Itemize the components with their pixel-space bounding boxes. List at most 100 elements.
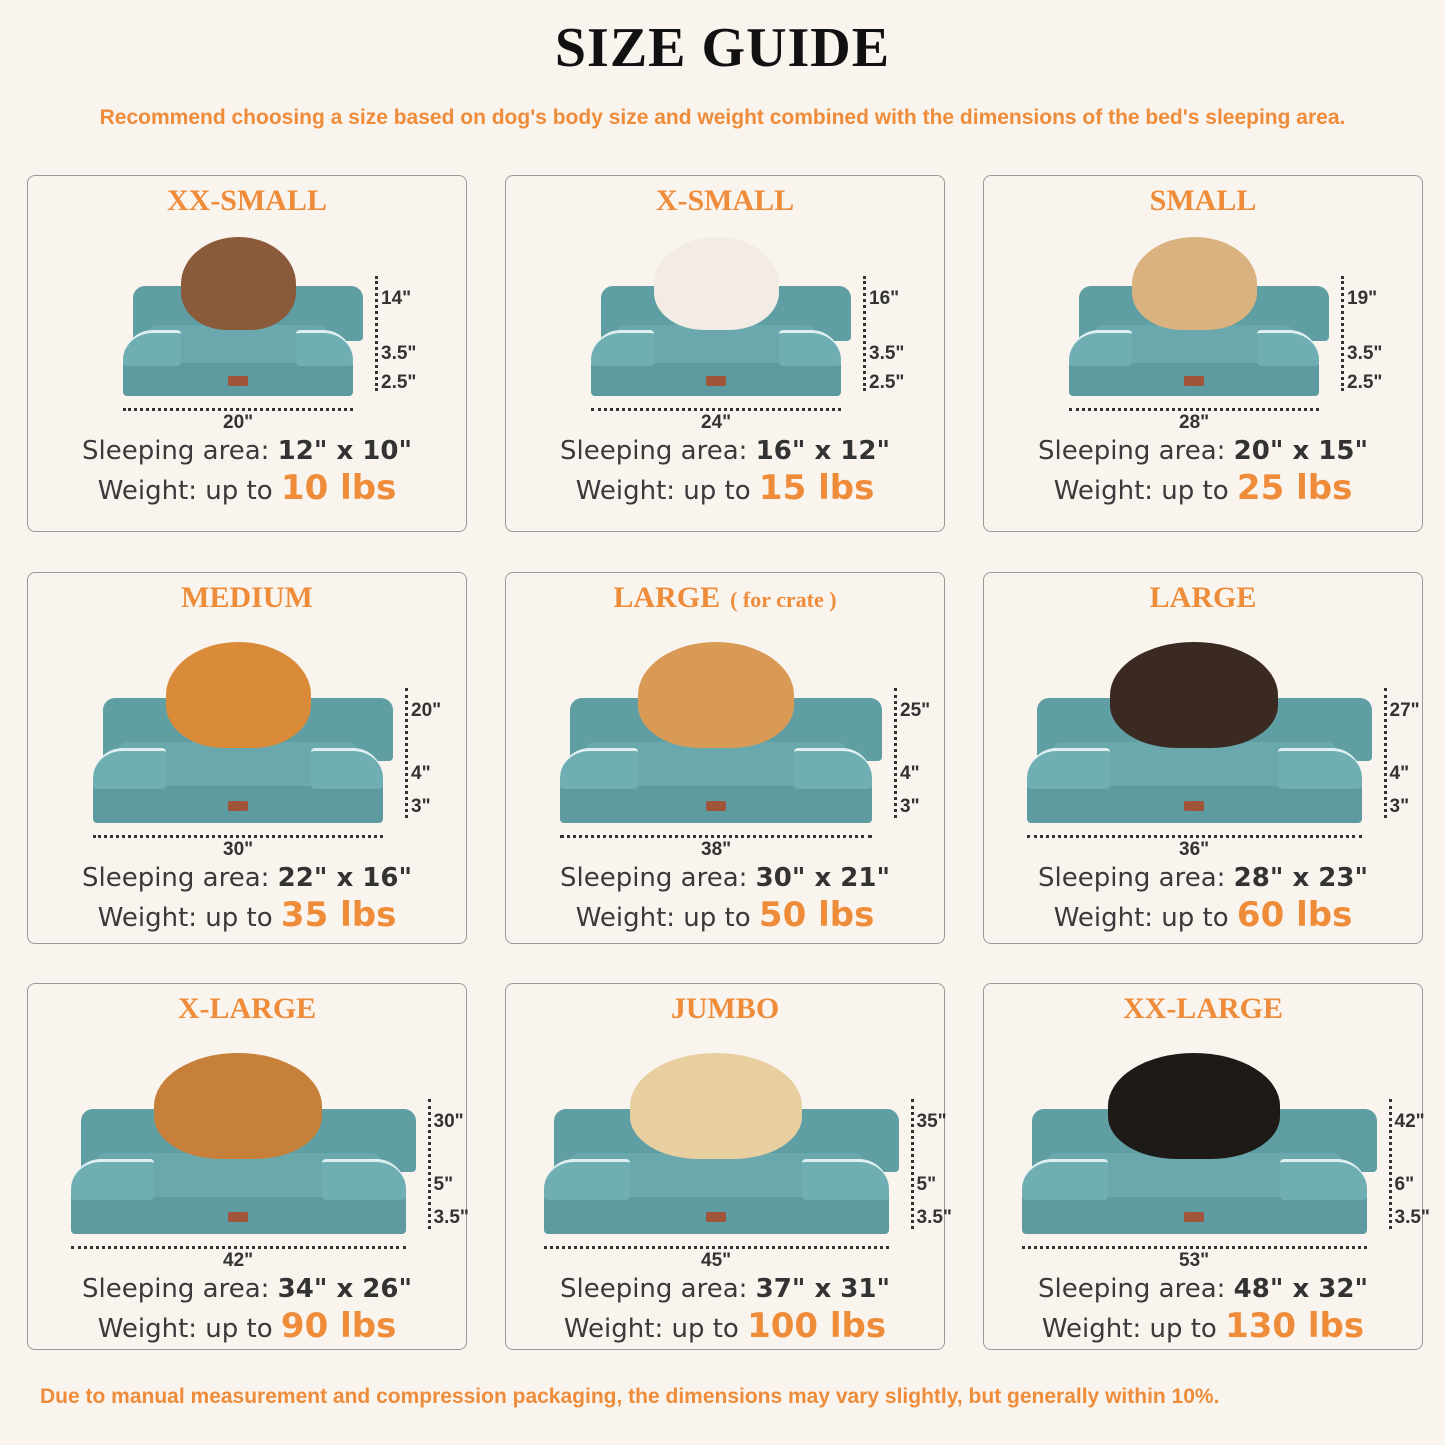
base-height: 3" <box>411 795 431 817</box>
sleeping-area: Sleeping area: 20" x 15" <box>1037 436 1369 466</box>
height-dimension-line <box>1341 276 1344 391</box>
depth-dimension: 42" <box>1394 1111 1425 1132</box>
sleeping-area: Sleeping area: 28" x 23" <box>1037 863 1369 893</box>
depth-dimension: 30" <box>433 1111 464 1132</box>
bolster-height: 4" <box>1389 763 1410 784</box>
size-name: X-SMALL <box>655 184 795 217</box>
size-card: JUMBO 45" 35" 5" 3.5" Sleeping area: 37"… <box>505 983 952 1350</box>
base-height: 2.5" <box>869 371 905 393</box>
pet-image <box>180 236 296 330</box>
size-title: LARGE <box>984 581 1422 615</box>
base-height: 2.5" <box>1347 371 1383 393</box>
size-name: SMALL <box>1149 184 1257 217</box>
length-dimension: 24" <box>701 412 732 433</box>
size-name: LARGE <box>1149 581 1257 614</box>
height-dimension-line <box>427 1099 431 1229</box>
length-dimension: 45" <box>701 1250 732 1271</box>
base-height: 3" <box>1389 795 1410 817</box>
length-dimension: 38" <box>701 839 732 860</box>
size-card: LARGE 36" 27" 4" 3" Sleeping area: 28" x… <box>983 572 1423 944</box>
length-dimension-line <box>560 835 872 838</box>
sleeping-area: Sleeping area: 48" x 32" <box>1037 1274 1369 1304</box>
length-dimension-line <box>591 408 841 411</box>
base-height: 3" <box>900 795 920 817</box>
depth-dimension: 27" <box>1389 700 1420 721</box>
base-height: 3.5" <box>916 1206 952 1228</box>
pet-image <box>653 236 779 330</box>
sleeping-area: Sleeping area: 22" x 16" <box>81 863 413 893</box>
sleeping-area: Sleeping area: 34" x 26" <box>81 1274 413 1304</box>
height-dimension-line <box>405 688 408 818</box>
size-title: LARGE ( for crate ) <box>506 581 944 615</box>
bolster-height: 3.5" <box>381 343 417 365</box>
page-title: SIZE GUIDE <box>554 17 891 79</box>
height-dimension-line <box>910 1099 914 1229</box>
length-dimension: 30" <box>223 839 254 860</box>
length-dimension: 42" <box>223 1250 254 1271</box>
size-name: XX-SMALL <box>166 184 327 217</box>
length-dimension-line <box>1021 1246 1367 1249</box>
length-dimension-line <box>123 408 353 411</box>
bolster-height: 4" <box>411 763 431 784</box>
size-name: X-LARGE <box>177 992 317 1025</box>
weight-limit: Weight: up to 90 lbs <box>97 1306 397 1346</box>
depth-dimension: 20" <box>411 700 442 721</box>
size-title: JUMBO <box>506 992 944 1026</box>
length-dimension-line <box>93 835 383 838</box>
weight-limit: Weight: up to 130 lbs <box>1041 1306 1365 1346</box>
base-height: 3.5" <box>1394 1206 1430 1228</box>
length-dimension: 20" <box>223 412 254 433</box>
size-title: XX-LARGE <box>984 992 1422 1026</box>
size-note: ( for crate ) <box>730 587 837 612</box>
bolster-height: 4" <box>900 763 920 784</box>
size-card: XX-LARGE 53" 42" 6" 3.5" Sleeping area: … <box>983 983 1430 1350</box>
length-dimension-line <box>70 1246 406 1249</box>
page-subtitle: Recommend choosing a size based on dog's… <box>99 106 1346 129</box>
length-dimension-line <box>1026 835 1362 838</box>
base-height: 2.5" <box>381 371 417 393</box>
weight-limit: Weight: up to 25 lbs <box>1053 468 1353 508</box>
size-name: LARGE <box>613 581 721 614</box>
sleeping-area: Sleeping area: 16" x 12" <box>559 436 891 466</box>
weight-limit: Weight: up to 10 lbs <box>97 468 397 508</box>
height-dimension-line <box>863 276 866 391</box>
weight-limit: Weight: up to 60 lbs <box>1053 895 1353 935</box>
bolster-height: 5" <box>433 1174 454 1195</box>
bolster-height: 5" <box>916 1174 937 1195</box>
size-card: LARGE ( for crate ) 38" 25" 4" 3" Sleepin… <box>505 572 945 944</box>
depth-dimension: 19" <box>1347 288 1378 309</box>
depth-dimension: 14" <box>381 288 412 309</box>
length-dimension: 36" <box>1179 839 1210 860</box>
length-dimension: 28" <box>1179 412 1210 433</box>
depth-dimension: 16" <box>869 288 900 309</box>
height-dimension-line <box>375 276 378 391</box>
size-card: X-LARGE 42" 30" 5" 3.5" Sleeping area: 3… <box>27 983 469 1350</box>
size-card: XX-SMALL 20" 14" 3.5" 2.5" Sleeping area… <box>27 175 467 532</box>
length-dimension-line <box>543 1246 889 1249</box>
size-title: XX-SMALL <box>28 184 466 218</box>
length-dimension: 53" <box>1179 1250 1210 1271</box>
pet-image <box>1107 1052 1281 1159</box>
bolster-height: 3.5" <box>1347 343 1383 365</box>
weight-limit: Weight: up to 100 lbs <box>563 1306 887 1346</box>
size-name: MEDIUM <box>181 581 313 614</box>
bolster-height: 3.5" <box>869 343 905 365</box>
size-card: X-SMALL 24" 16" 3.5" 2.5" Sleeping area:… <box>505 175 945 532</box>
size-name: JUMBO <box>670 992 780 1025</box>
length-dimension-line <box>1069 408 1319 411</box>
size-card: SMALL 28" 19" 3.5" 2.5" Sleeping area: 2… <box>983 175 1423 532</box>
sleeping-area: Sleeping area: 30" x 21" <box>559 863 891 893</box>
size-card: MEDIUM 30" 20" 4" 3" Sleeping area: 22" … <box>27 572 467 944</box>
pet-image <box>638 641 794 748</box>
footer-note: Due to manual measurement and compressio… <box>40 1385 1220 1408</box>
size-title: MEDIUM <box>28 581 466 615</box>
pet-image <box>165 641 311 748</box>
depth-dimension: 25" <box>900 700 931 721</box>
weight-limit: Weight: up to 35 lbs <box>97 895 397 935</box>
pet-image <box>1110 641 1278 748</box>
height-dimension-line <box>1388 1099 1392 1229</box>
depth-dimension: 35" <box>916 1111 947 1132</box>
bolster-height: 6" <box>1394 1174 1415 1195</box>
size-name: XX-LARGE <box>1122 992 1283 1025</box>
size-title: X-LARGE <box>28 992 466 1026</box>
